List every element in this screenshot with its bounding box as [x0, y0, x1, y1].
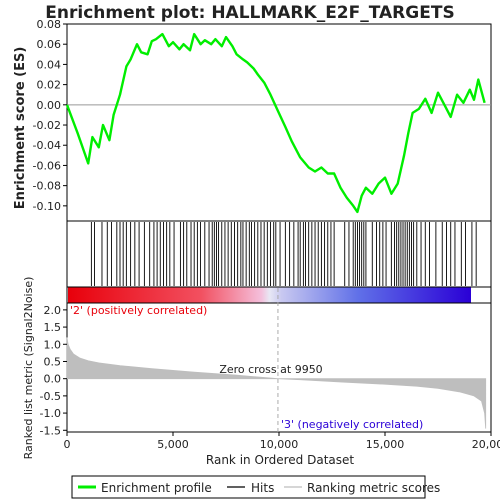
x-tick-label: 20,000	[472, 438, 500, 451]
x-tick-label: 0	[64, 438, 71, 451]
rank-y-tick-label: 0.5	[44, 355, 62, 368]
positive-correlation-label: '2' (positively correlated)	[70, 304, 207, 317]
es-y-tick-label: 0.00	[37, 99, 62, 112]
rank-y-tick-label: -1.5	[40, 424, 61, 437]
es-panel	[66, 23, 492, 222]
ranking-metric-area	[66, 337, 487, 429]
rank-y-tick-label: 2.0	[44, 304, 62, 317]
legend-metric-label: Ranking metric scores	[307, 481, 440, 495]
ranking-metric-path	[66, 337, 487, 429]
x-tick-label: 5,000	[157, 438, 189, 451]
es-y-axis: 0.08 0.06 0.04 0.02 0.00 -0.02 -0.04 -0.06 -0.08…	[33, 18, 67, 213]
es-y-tick-label: -0.08	[33, 180, 61, 193]
legend: Enrichment profile Hits Ranking metric s…	[71, 475, 440, 499]
x-tick-label: 10,000	[260, 438, 299, 451]
rank-y-tick-label: -0.5	[40, 390, 61, 403]
legend-profile-label: Enrichment profile	[101, 481, 212, 495]
es-y-tick-label: -0.02	[33, 119, 61, 132]
zero-cross-label: Zero cross at 9950	[219, 363, 322, 376]
rank-y-tick-label: 0.0	[44, 373, 62, 386]
chart-title: Enrichment plot: HALLMARK_E2F_TARGETS	[45, 3, 454, 23]
es-y-tick-label: 0.06	[37, 38, 62, 51]
legend-hits-label: Hits	[251, 481, 274, 495]
rank-y-tick-label: -1.0	[40, 407, 61, 420]
x-tick-label: 15,000	[366, 438, 405, 451]
enrichment-profile-line	[65, 32, 486, 214]
rank-y-axis-label: Ranked list metric (Signal2Noise)	[22, 277, 35, 460]
es-y-tick-label: 0.08	[37, 18, 62, 31]
es-y-tick-label: 0.04	[37, 58, 62, 71]
x-axis-label: Rank in Ordered Dataset	[206, 453, 354, 467]
rank-y-axis: 2.0 1.5 1.0 0.5 0.0 -0.5 -1.0 -1.5	[40, 304, 67, 437]
rank-color-bar	[68, 287, 471, 303]
es-y-axis-label: Enrichment score (ES)	[13, 47, 28, 210]
legend-box	[71, 475, 426, 499]
es-y-tick-label: -0.04	[33, 139, 61, 152]
es-y-tick-label: 0.02	[37, 79, 62, 92]
negative-correlation-label: '3' (negatively correlated)	[281, 418, 423, 431]
rank-y-tick-label: 1.5	[44, 321, 62, 334]
es-y-tick-label: -0.10	[33, 200, 61, 213]
x-axis: 0 5,000 10,000 15,000 20,000	[64, 432, 500, 451]
hits-panel	[66, 220, 492, 288]
enrichment-profile-path	[65, 32, 486, 214]
es-y-tick-label: -0.06	[33, 159, 61, 172]
rank-y-tick-label: 1.0	[44, 338, 62, 351]
hit-marks	[90, 222, 477, 286]
